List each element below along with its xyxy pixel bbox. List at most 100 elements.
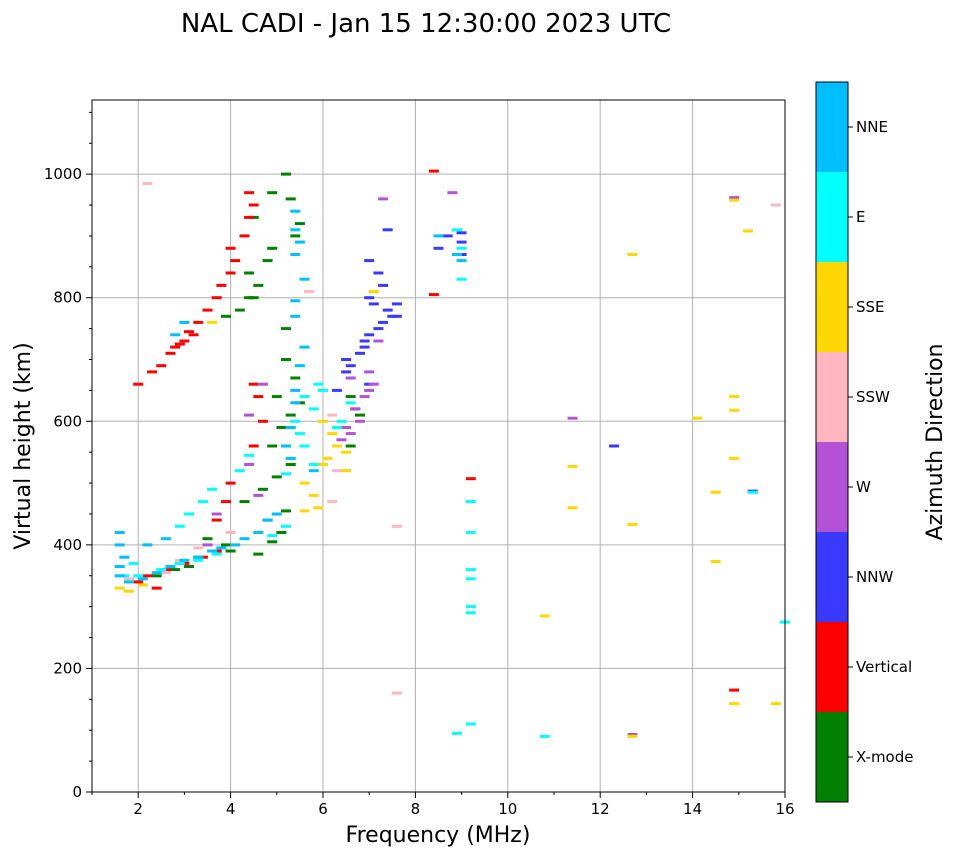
echo-point — [341, 370, 352, 374]
y-axis-label: Virtual height (km) — [11, 342, 36, 549]
echo-point — [539, 614, 550, 618]
x-axis: 2 4 6 8 10 12 14 16 — [91, 792, 795, 818]
echo-point — [160, 537, 171, 541]
echo-point — [747, 490, 758, 494]
echo-point — [391, 302, 402, 306]
echo-point — [290, 314, 301, 318]
echo-point — [244, 215, 255, 219]
echo-point — [179, 558, 190, 562]
echo-point — [239, 500, 250, 504]
echo-point — [345, 376, 356, 380]
echo-point — [355, 413, 365, 417]
echo-point — [331, 426, 342, 429]
echo-point — [729, 702, 740, 706]
echo-point — [174, 561, 185, 565]
echo-point — [331, 444, 342, 448]
echo-point — [743, 229, 753, 233]
colorbar-tick-label: Vertical — [856, 658, 912, 676]
echo-point — [225, 481, 236, 485]
echo-point — [710, 490, 721, 494]
echo-point — [364, 259, 375, 263]
echo-point — [428, 293, 439, 297]
echo-point — [465, 605, 476, 609]
echo-point — [248, 444, 259, 448]
echo-point — [114, 574, 125, 578]
x-tick-label: 10 — [498, 800, 517, 818]
echo-point — [262, 259, 273, 263]
echo-point — [202, 308, 213, 312]
echo-point — [234, 308, 245, 312]
echo-point — [452, 253, 462, 256]
echo-point — [207, 487, 218, 491]
echo-point — [211, 518, 222, 522]
echo-point — [308, 463, 319, 466]
y-tick-label: 0 — [72, 783, 82, 801]
echo-point — [447, 191, 458, 195]
echo-point — [271, 395, 282, 399]
colorbar-segment — [816, 442, 848, 532]
echo-point — [202, 537, 213, 541]
echo-point — [281, 327, 291, 331]
echo-point — [281, 172, 291, 176]
echo-point — [609, 444, 620, 448]
colorbar-segment — [816, 352, 848, 442]
echo-point — [290, 253, 301, 256]
echo-point — [345, 444, 356, 448]
echo-point — [364, 333, 375, 337]
echo-point — [428, 169, 439, 173]
colorbar-tick-label: X-mode — [856, 748, 913, 766]
echo-point — [299, 481, 310, 485]
echo-point — [184, 512, 194, 516]
echo-point — [452, 731, 462, 735]
echo-point — [248, 382, 259, 386]
echo-point — [456, 246, 467, 250]
echo-point — [391, 524, 402, 528]
colorbar-label: Azimuth Direction — [923, 343, 948, 540]
echo-point — [271, 512, 282, 516]
echo-point — [378, 320, 389, 324]
echo-point — [188, 333, 199, 337]
echo-point — [285, 197, 296, 201]
echo-point — [465, 722, 476, 726]
echo-point — [290, 419, 301, 423]
echo-point — [465, 477, 476, 481]
echo-point — [207, 549, 218, 553]
echo-point — [165, 351, 176, 355]
echo-point — [299, 277, 310, 281]
echo-point — [308, 407, 319, 411]
echo-point — [355, 419, 365, 423]
echo-point — [221, 500, 231, 504]
echo-point — [114, 586, 125, 590]
colorbar-segment — [816, 82, 848, 172]
echo-point — [299, 509, 310, 513]
echo-point — [285, 463, 296, 466]
echo-point — [567, 464, 578, 468]
echo-point — [244, 453, 255, 457]
echo-point — [290, 299, 301, 303]
colorbar-frame — [815, 81, 849, 803]
echo-point — [331, 388, 342, 392]
echo-point — [345, 364, 356, 368]
echo-point — [341, 426, 352, 429]
echo-point — [216, 283, 227, 287]
echo-point — [627, 734, 638, 738]
echo-point — [174, 524, 185, 528]
echo-point — [114, 565, 125, 568]
echo-point — [355, 351, 365, 355]
echo-point — [133, 382, 144, 386]
echo-point — [465, 611, 476, 615]
echo-point — [267, 191, 278, 195]
echo-point — [221, 314, 231, 318]
echo-point — [285, 426, 296, 429]
echo-point — [345, 432, 356, 436]
echo-point — [331, 469, 342, 473]
echo-point — [234, 469, 245, 473]
x-tick-label: 4 — [226, 800, 236, 818]
echo-point — [267, 444, 278, 448]
echo-point — [281, 472, 291, 476]
echo-point — [304, 290, 315, 293]
echo-point — [341, 450, 352, 454]
echo-point — [327, 413, 338, 417]
echo-point — [327, 432, 338, 436]
